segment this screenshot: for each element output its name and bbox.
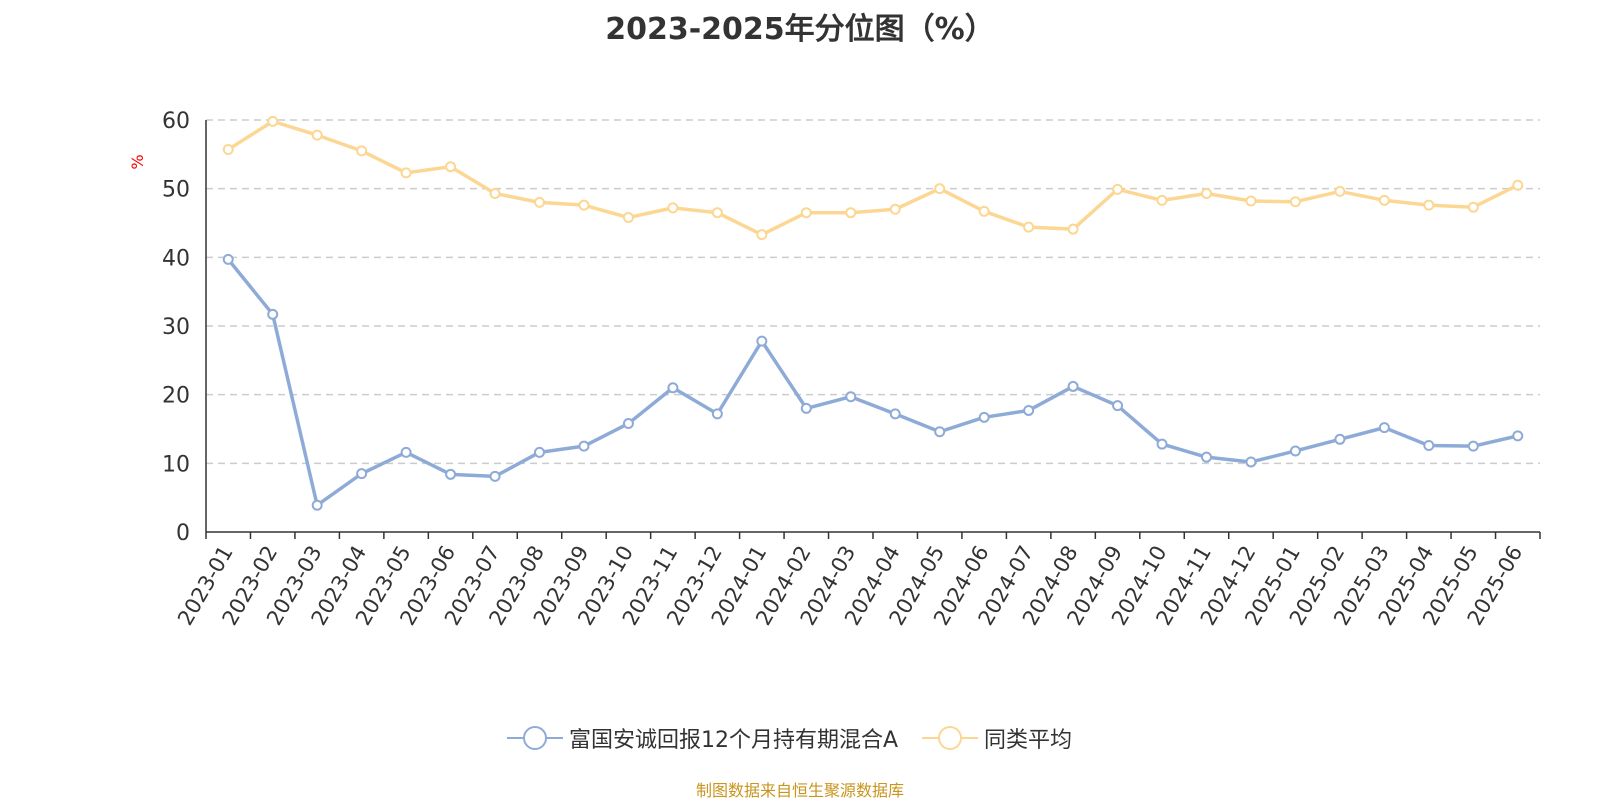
series-1-point — [800, 207, 812, 219]
y-axis-label: % — [128, 154, 147, 169]
series-1-point — [1378, 194, 1390, 206]
series-0-point — [1378, 422, 1390, 434]
series-0-point — [1067, 380, 1079, 392]
series-1-point — [845, 207, 857, 219]
series-0-point — [800, 402, 812, 414]
series-1-point — [1423, 199, 1435, 211]
y-tick-label: 20 — [162, 384, 190, 409]
series-1-point — [578, 199, 590, 211]
y-tick-label: 10 — [162, 452, 190, 477]
series-0-point — [400, 446, 412, 458]
series-0-point — [1467, 440, 1479, 452]
series-1-point — [311, 129, 323, 141]
y-tick-label: 0 — [176, 521, 190, 546]
series-1-point — [356, 145, 368, 157]
chart-title: 2023-2025年分位图（%） — [605, 12, 995, 47]
series-1-point — [934, 183, 946, 195]
series-0-point — [978, 411, 990, 423]
series-1-point — [1023, 221, 1035, 233]
series-0-point — [222, 253, 234, 265]
series-0-point — [1289, 445, 1301, 457]
series-0-point — [445, 468, 457, 480]
series-1-point — [1067, 223, 1079, 235]
series-0-point — [1423, 439, 1435, 451]
series-0-point — [667, 382, 679, 394]
series-1-point — [1289, 196, 1301, 208]
series-0-point — [578, 440, 590, 452]
series-1-point — [445, 161, 457, 173]
series-1-point — [667, 202, 679, 214]
series-1-point — [400, 167, 412, 179]
series-0-point — [756, 335, 768, 347]
series-1-point — [1112, 183, 1124, 195]
series-1-point — [622, 212, 634, 224]
series-0-point — [1201, 451, 1212, 463]
series-0-point — [1245, 456, 1257, 468]
source-note: 制图数据来自恒生聚源数据库 — [695, 781, 904, 800]
series-1-point — [978, 205, 990, 217]
legend: 富国安诚回报12个月持有期混合A 同类平均 — [505, 722, 1072, 754]
legend-label-fund: 富国安诚回报12个月持有期混合A — [569, 728, 899, 753]
series-0-point — [1023, 404, 1035, 416]
series-0-point — [622, 418, 634, 430]
series-0-point — [489, 470, 501, 482]
legend-item-fund[interactable]: 富国安诚回报12个月持有期混合A — [505, 722, 898, 754]
series-0-point — [356, 468, 368, 480]
series-1-point — [1245, 195, 1257, 207]
series-1-point — [1156, 194, 1168, 206]
series-1-point — [889, 203, 901, 215]
series-1-point — [711, 207, 723, 219]
series-0-point — [889, 408, 901, 420]
legend-marker-average — [922, 726, 979, 750]
series-1-point — [534, 196, 545, 208]
y-tick-label: 40 — [162, 246, 190, 271]
y-tick-label: 60 — [162, 109, 190, 134]
series-line-1 — [226, 119, 1520, 237]
series-0-point — [534, 446, 545, 458]
series-0-point — [1334, 433, 1346, 445]
series-1-point — [1334, 185, 1346, 197]
series-0-point — [311, 499, 323, 511]
series-0-point — [1156, 438, 1168, 450]
series-1-point — [222, 144, 234, 156]
legend-item-average[interactable]: 同类平均 — [920, 722, 1072, 754]
y-tick-label: 30 — [162, 315, 190, 340]
series-0-point — [711, 408, 723, 420]
series-0-point — [845, 391, 857, 403]
y-tick-label: 50 — [162, 178, 190, 203]
series-1-point — [1201, 187, 1212, 199]
series-1-point — [1467, 201, 1479, 213]
series-0-point — [1112, 400, 1124, 412]
legend-label-average: 同类平均 — [984, 728, 1073, 753]
series-1-point — [489, 187, 501, 199]
series-1-point — [756, 229, 768, 241]
series-1-point — [267, 115, 279, 127]
series-0-point — [1512, 430, 1524, 442]
series-1-point — [1512, 179, 1524, 191]
series-line-0 — [226, 257, 1520, 507]
series-0-point — [267, 308, 279, 320]
legend-marker-fund — [507, 726, 563, 750]
series-0-point — [934, 426, 946, 438]
